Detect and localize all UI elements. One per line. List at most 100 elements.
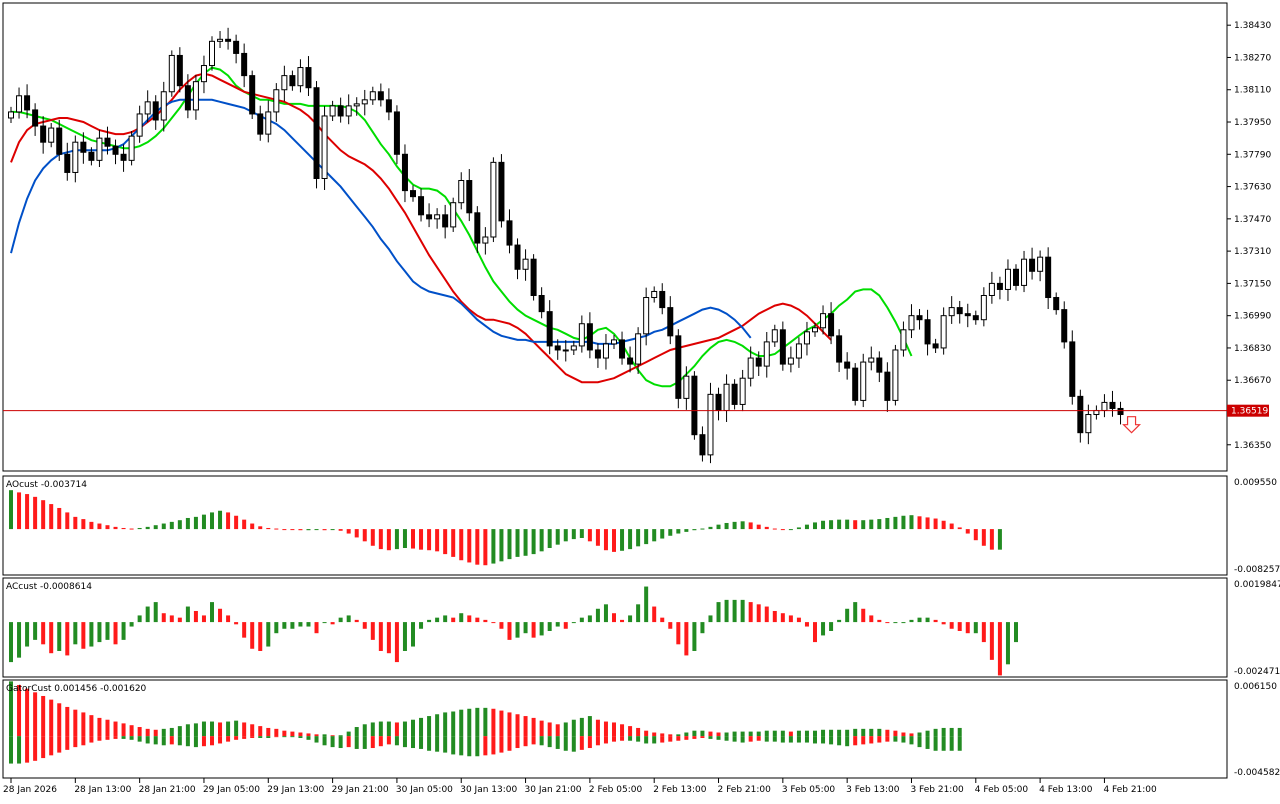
histogram-bar xyxy=(652,736,657,744)
histogram-bar xyxy=(965,529,970,534)
price-tick-label: 1.38270 xyxy=(1234,53,1271,63)
candle-body xyxy=(627,357,634,365)
candle-body xyxy=(506,220,513,246)
histogram-bar xyxy=(949,523,954,530)
histogram-bar xyxy=(210,736,214,746)
histogram-bar xyxy=(636,604,641,623)
price-pane[interactable] xyxy=(3,27,1227,464)
histogram-bar xyxy=(1005,622,1010,665)
current-price-label: 1.36519 xyxy=(1231,407,1268,417)
histogram-bar xyxy=(451,617,456,623)
histogram-bar xyxy=(748,602,753,623)
histogram-bar xyxy=(515,622,520,638)
candle-body xyxy=(24,95,31,111)
histogram-bar xyxy=(668,529,673,536)
candle-body xyxy=(699,434,706,456)
histogram-bar xyxy=(515,529,520,557)
histogram-bar xyxy=(732,599,737,623)
candle-body xyxy=(803,331,810,345)
histogram-bar xyxy=(467,529,472,563)
histogram-bar xyxy=(185,736,190,747)
histogram-bar xyxy=(652,606,657,623)
candle-body xyxy=(763,341,770,367)
histogram-bar xyxy=(700,736,705,738)
candle-body xyxy=(1053,297,1060,311)
histogram-bar xyxy=(362,724,367,737)
histogram-bar xyxy=(33,496,38,530)
histogram-bar xyxy=(234,622,239,625)
histogram-bar xyxy=(49,504,54,530)
histogram-bar xyxy=(949,622,954,629)
histogram-bar xyxy=(145,736,150,744)
histogram-bar xyxy=(177,736,182,746)
histogram-bar xyxy=(716,736,721,740)
histogram-bar xyxy=(73,516,78,530)
candle-body xyxy=(176,54,183,87)
candle-body xyxy=(731,383,738,405)
histogram-bar xyxy=(708,731,713,737)
histogram-bar xyxy=(338,617,343,623)
histogram-bar xyxy=(660,617,665,623)
histogram-bar xyxy=(282,529,287,531)
histogram-bar xyxy=(555,724,560,737)
histogram-bar xyxy=(226,512,231,530)
histogram-bar xyxy=(25,494,30,530)
indicator-pane-frame xyxy=(2,679,1228,779)
histogram-bar xyxy=(443,712,448,737)
histogram-bar xyxy=(676,734,681,737)
histogram-bar xyxy=(981,622,986,643)
candle-body xyxy=(900,329,907,351)
histogram-bar xyxy=(266,727,271,737)
histogram-bar xyxy=(813,522,817,530)
histogram-bar xyxy=(242,519,247,530)
time-tick-label: 2 Feb 05:00 xyxy=(589,785,643,795)
histogram-bar xyxy=(788,731,793,737)
price-tick-label: 1.36830 xyxy=(1234,344,1271,354)
pane-frames xyxy=(2,2,1228,779)
candle-body xyxy=(594,349,601,359)
histogram-bar xyxy=(885,517,890,530)
histogram-bar xyxy=(362,529,367,542)
histogram-bar xyxy=(354,529,359,538)
histogram-bar xyxy=(716,602,721,623)
time-tick-label: 3 Feb 13:00 xyxy=(846,785,900,795)
histogram-bar xyxy=(636,736,641,742)
histogram-bar xyxy=(467,615,472,623)
candle-body xyxy=(820,313,827,329)
histogram-bar xyxy=(853,736,858,746)
candle-body xyxy=(1029,258,1036,272)
histogram-bar xyxy=(330,736,335,748)
histogram-bar xyxy=(989,622,994,660)
candle-body xyxy=(136,113,143,137)
histogram-bar xyxy=(137,527,142,530)
histogram-bar xyxy=(716,524,721,530)
candle-body xyxy=(530,258,537,297)
histogram-bar xyxy=(603,721,608,737)
histogram-bar xyxy=(796,617,801,623)
histogram-bar xyxy=(193,516,198,530)
histogram-bar xyxy=(507,622,512,640)
histogram-bar xyxy=(483,529,488,566)
histogram-bar xyxy=(370,622,375,640)
candle-body xyxy=(586,323,593,351)
histogram-bar xyxy=(515,714,520,737)
histogram-bar xyxy=(748,731,753,737)
histogram-bar xyxy=(137,727,142,737)
histogram-bar xyxy=(563,722,568,737)
price-tick-label: 1.38110 xyxy=(1234,86,1271,96)
histogram-bar xyxy=(837,619,842,623)
histogram-bar xyxy=(612,613,616,623)
histogram-bar xyxy=(491,622,496,624)
histogram-bar xyxy=(636,529,641,547)
histogram-bar xyxy=(989,529,994,550)
histogram-bar xyxy=(917,736,922,748)
histogram-bar xyxy=(869,615,874,623)
histogram-bar xyxy=(129,736,134,740)
candle-body xyxy=(715,393,722,411)
histogram-bar xyxy=(861,608,866,623)
candle-body xyxy=(353,103,360,107)
histogram-bar xyxy=(394,529,399,550)
candle-body xyxy=(691,375,698,436)
histogram-bar xyxy=(290,731,295,737)
